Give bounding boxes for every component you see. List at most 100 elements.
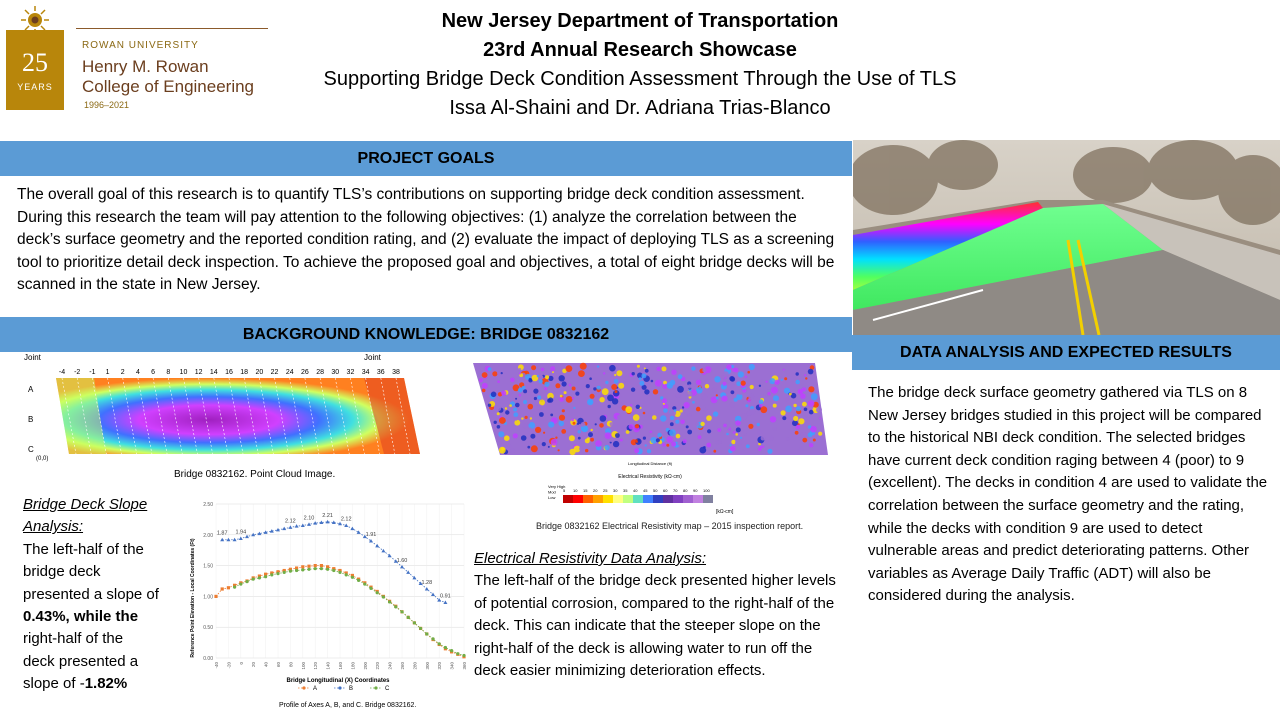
series-point-C [431, 637, 435, 641]
resistivity-legend-swatch [663, 495, 673, 503]
resistivity-spot [490, 391, 497, 398]
series-point-B [393, 559, 398, 563]
resistivity-spot [568, 435, 575, 442]
legend-marker [302, 686, 306, 690]
point-cloud-gridline [365, 377, 380, 455]
resistivity-spot [800, 432, 807, 438]
electrical-analysis: Electrical Resistivity Data Analysis: Th… [474, 548, 848, 682]
resistivity-spot [550, 438, 558, 446]
resistivity-spot [650, 379, 654, 383]
chart-x-tick: 140 [326, 662, 331, 670]
legend-label: B [349, 686, 353, 692]
point-cloud-gridline [259, 377, 274, 455]
series-point-C [437, 642, 441, 646]
resistivity-spot [544, 381, 550, 387]
resistivity-spot [740, 380, 746, 386]
resistivity-legend-tick: 70 [673, 488, 678, 493]
resistivity-spot [497, 371, 500, 375]
resistivity-legend-tick: 100 [703, 488, 710, 493]
point-cloud-gridline [289, 377, 305, 455]
resistivity-spot [714, 376, 721, 383]
resistivity-spot [718, 440, 722, 444]
resistivity-spot [706, 415, 712, 421]
resistivity-pattern [479, 362, 823, 456]
resistivity-legend: 5 10 15 20 25 30 35 40 45 50 60 70 80 90 100 [563, 488, 713, 503]
resistivity-spot [760, 379, 765, 385]
resistivity-spot [687, 384, 692, 389]
point-cloud-gridline [304, 377, 320, 455]
chart-x-tick: 260 [400, 662, 405, 670]
resistivity-spot [662, 403, 669, 410]
resistivity-spot [498, 431, 505, 438]
resistivity-spot [497, 380, 500, 383]
resistivity-spot [730, 365, 735, 369]
resistivity-spot [795, 406, 801, 412]
resistivity-spot [663, 380, 667, 385]
resistivity-spot [481, 372, 488, 378]
resistivity-spot [696, 387, 703, 394]
series-point-C [381, 595, 385, 599]
chart-data-label: 1.91 [366, 532, 377, 538]
chart-x-tick: 340 [450, 662, 455, 670]
point-cloud-gridline [92, 377, 107, 455]
resistivity-legend-tick: 10 [573, 488, 578, 493]
resistivity-spot [601, 388, 609, 396]
resistivity-spot [509, 444, 512, 448]
series-point-B [437, 598, 442, 602]
point-cloud-tick: -4 [59, 369, 65, 376]
resistivity-spot [594, 423, 597, 426]
chart-data-label: 2.21 [322, 513, 333, 519]
point-cloud-tick: 30 [331, 369, 339, 376]
resistivity-spot [508, 389, 514, 395]
resistivity-spot [767, 392, 771, 396]
series-point-B [344, 523, 349, 528]
resistivity-spot [677, 441, 682, 446]
resistivity-legend-swatch [693, 495, 703, 503]
point-cloud-tick: 38 [392, 369, 400, 376]
rowan-logo: 25 YEARS ROWAN UNIVERSITY Henry M. Rowan… [6, 6, 268, 110]
resistivity-spot [730, 390, 735, 395]
resistivity-spot [481, 382, 488, 389]
resistivity-spot [539, 412, 544, 417]
slope-title-line2: Analysis: [23, 518, 84, 536]
resistivity-spot [518, 394, 522, 397]
resistivity-spot [639, 380, 645, 386]
resistivity-spot [577, 430, 581, 434]
series-line-B [222, 521, 446, 603]
resistivity-spot [664, 383, 667, 386]
resistivity-spot [579, 446, 584, 451]
resistivity-spot [631, 372, 635, 376]
resistivity-legend-swatch [633, 495, 643, 503]
resistivity-spot [590, 437, 594, 442]
series-point-B [400, 564, 404, 569]
resistivity-spot [802, 437, 808, 443]
series-point-B [220, 537, 225, 542]
resistivity-spot [603, 372, 606, 375]
resistivity-spot [524, 415, 528, 419]
resistivity-spot [783, 387, 791, 394]
chart-data-label: 2.12 [341, 517, 352, 523]
resistivity-spot [790, 392, 797, 399]
legend-marker [338, 686, 342, 690]
resistivity-spot [803, 407, 808, 412]
series-point-C [313, 567, 317, 571]
series-point-B [381, 548, 386, 553]
resistivity-spot [555, 436, 558, 439]
resistivity-spot [760, 435, 766, 441]
resistivity-spot [501, 447, 505, 451]
resistivity-spot [695, 379, 702, 385]
resistivity-spot [788, 392, 792, 396]
point-cloud-gridline [350, 377, 365, 455]
resistivity-spot [652, 415, 657, 420]
resistivity-spot [515, 397, 518, 400]
resistivity-spot [774, 379, 780, 385]
resistivity-spot [737, 371, 744, 378]
resistivity-spot [695, 406, 701, 412]
resistivity-spot [729, 402, 736, 408]
series-point-B [257, 531, 262, 536]
resistivity-spot [584, 438, 590, 444]
point-cloud-caption: Bridge 0832162. Point Cloud Image. [174, 469, 336, 480]
resistivity-spot [547, 398, 552, 403]
resistivity-spot [505, 410, 510, 415]
resistivity-side-label: Mod [548, 490, 556, 495]
